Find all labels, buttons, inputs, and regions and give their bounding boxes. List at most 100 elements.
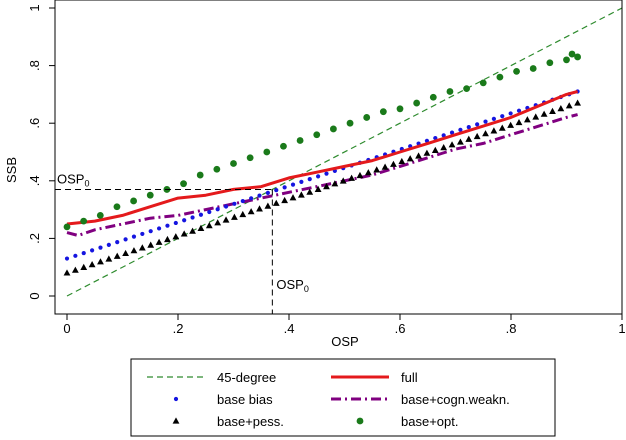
data-point	[90, 248, 95, 253]
data-point	[482, 130, 489, 137]
data-point	[549, 107, 556, 114]
data-point	[331, 180, 339, 187]
data-point	[115, 240, 120, 245]
series-base-bias	[64, 89, 580, 261]
data-point	[473, 132, 481, 140]
data-point	[532, 113, 540, 120]
data-point	[297, 191, 305, 198]
data-point	[138, 244, 146, 251]
data-point	[458, 127, 463, 132]
osp0-label-left: OSP0	[57, 171, 89, 188]
data-point	[574, 53, 581, 61]
y-tick-label: 1	[27, 4, 42, 11]
data-point	[406, 155, 414, 162]
data-point	[80, 217, 88, 225]
legend-box	[130, 358, 556, 437]
data-point	[265, 190, 270, 195]
data-point	[239, 210, 247, 218]
data-point	[441, 133, 446, 138]
data-point	[565, 102, 573, 109]
data-point	[223, 204, 229, 209]
series-base-pess-	[63, 99, 581, 276]
data-point	[398, 157, 406, 165]
data-point	[429, 93, 437, 101]
data-point	[423, 149, 431, 156]
legend-label: full	[401, 370, 418, 385]
data-point	[290, 182, 296, 187]
x-axis-label: OSP	[331, 334, 358, 349]
legend: 45-degree full base bias base+cogn.weakn. ba…	[130, 358, 556, 437]
data-point	[373, 166, 381, 173]
data-point	[491, 116, 496, 122]
data-point	[306, 188, 314, 195]
plot-area: OSP0 OSP0	[55, 7, 623, 314]
data-point	[247, 208, 255, 215]
data-point	[413, 99, 421, 107]
data-point	[140, 231, 145, 237]
data-point	[198, 212, 204, 217]
data-point	[63, 223, 71, 231]
data-point	[274, 188, 279, 193]
data-point	[557, 105, 565, 112]
data-point	[281, 196, 289, 204]
data-point	[122, 249, 129, 257]
series-base-opt-	[63, 50, 581, 231]
data-point	[148, 229, 153, 234]
data-point	[339, 177, 347, 184]
data-point	[507, 121, 515, 128]
data-point	[379, 108, 387, 116]
data-point	[457, 138, 464, 145]
y-tick-label: .8	[27, 60, 42, 71]
data-point	[130, 247, 138, 254]
data-point	[207, 209, 212, 215]
legend-item: base bias	[173, 392, 273, 407]
data-point	[500, 114, 505, 119]
data-point	[515, 118, 523, 126]
data-point	[71, 266, 79, 273]
data-point	[156, 226, 162, 231]
y-tick-label: .4	[27, 175, 42, 186]
data-point	[433, 135, 438, 141]
data-point	[240, 198, 245, 204]
data-point	[64, 256, 70, 261]
data-point	[81, 250, 86, 256]
data-point	[190, 215, 195, 220]
data-point	[446, 88, 454, 95]
data-point	[147, 241, 155, 248]
data-point	[431, 146, 439, 153]
data-point	[364, 169, 372, 176]
x-tick-label: .8	[506, 321, 517, 336]
data-point	[363, 114, 371, 121]
data-point	[516, 108, 522, 113]
legend-label: 45-degree	[217, 370, 276, 385]
legend-item: full	[331, 370, 418, 385]
series-base-cogn-weakn-	[66, 113, 578, 238]
data-point	[182, 218, 187, 223]
legend-label: base+pess.	[217, 414, 284, 429]
data-point	[529, 65, 537, 72]
data-point	[73, 253, 78, 258]
data-point	[563, 56, 570, 64]
data-point	[180, 180, 187, 188]
data-point	[574, 99, 581, 106]
legend-label: base+cogn.weakn.	[401, 392, 510, 407]
x-tick-label: 0	[63, 321, 70, 336]
data-point	[381, 163, 389, 170]
data-point	[113, 252, 121, 259]
data-point	[323, 183, 330, 190]
data-point	[508, 111, 513, 116]
x-tick-label: .6	[395, 321, 406, 336]
data-point	[213, 165, 221, 173]
data-point	[390, 160, 397, 167]
data-point	[80, 263, 88, 270]
data-point	[96, 211, 104, 219]
legend-item: base+cogn.weakn.	[331, 392, 510, 407]
data-point	[465, 135, 473, 142]
data-point	[546, 59, 554, 67]
data-point	[466, 125, 471, 130]
y-axis-label: SSB	[4, 157, 19, 183]
data-point	[498, 124, 506, 131]
legend-label: base+opt.	[401, 414, 458, 429]
y-tick-label: .2	[27, 233, 42, 244]
